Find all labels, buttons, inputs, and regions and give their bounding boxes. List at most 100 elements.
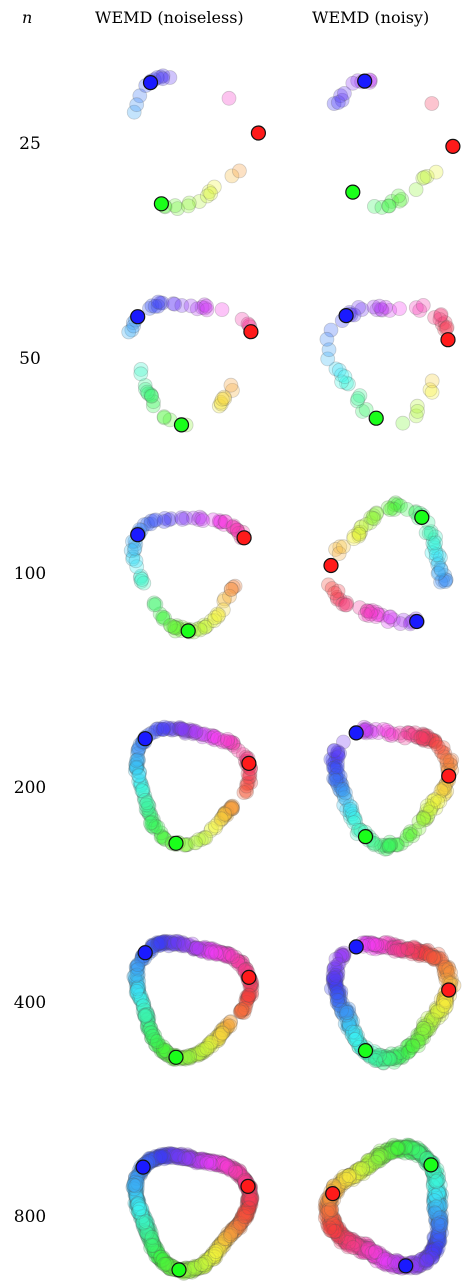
scatter-point: [419, 810, 435, 825]
scatter-point: [343, 810, 359, 826]
scatter-point: [333, 987, 349, 1003]
scatter-point: [346, 528, 362, 544]
scatter-point: [201, 944, 217, 960]
scatter-point: [209, 945, 225, 961]
scatter-point: [173, 937, 189, 952]
scatter-point: [418, 1023, 434, 1039]
scatter-point: [148, 597, 164, 612]
scatter-point: [332, 768, 348, 784]
scatter-point: [195, 1045, 211, 1060]
scatter-point: [442, 753, 458, 769]
scatter-point: [161, 938, 177, 954]
scatter-point: [139, 795, 155, 811]
scatter-point: [410, 1034, 426, 1050]
scatter-point: [130, 967, 146, 983]
scatter-point: [213, 732, 229, 748]
scatter-point: [341, 1004, 357, 1020]
scatter-point: [150, 936, 166, 951]
scatter-point: [391, 1050, 407, 1065]
scatter-point: [416, 1025, 432, 1041]
scatter-point: [332, 539, 348, 555]
scatter-point: [438, 572, 454, 588]
scatter-point: [437, 1000, 453, 1016]
scatter-point: [408, 945, 424, 961]
scatter-point: [207, 732, 223, 748]
scatter-point: [130, 968, 146, 984]
scatter-point: [238, 783, 254, 798]
scatter-point: [211, 1026, 227, 1042]
scatter-point: [137, 1009, 153, 1024]
scatter-point: [143, 808, 159, 823]
scatter-point: [327, 754, 343, 770]
scatter-point: [331, 362, 347, 378]
scatter-point: [131, 768, 147, 784]
scatter-point: [130, 979, 146, 995]
scatter-point: [415, 728, 431, 744]
scatter-point: [136, 575, 152, 591]
scatter-point: [342, 806, 358, 822]
scatter-panel-n25-noisy: [326, 72, 461, 215]
scatter-point: [150, 298, 166, 314]
scatter-point: [392, 725, 408, 741]
scatter-point: [164, 720, 180, 736]
scatter-point: [437, 574, 453, 589]
scatter-point: [150, 721, 166, 737]
scatter-point: [225, 735, 241, 751]
scatter-point: [199, 618, 215, 634]
scatter-point: [328, 978, 344, 994]
scatter-point: [383, 1046, 399, 1062]
scatter-point: [224, 382, 240, 398]
scatter-point: [132, 778, 148, 793]
scatter-point: [161, 935, 176, 951]
scatter-point: [344, 1026, 360, 1042]
scatter-point: [331, 989, 347, 1004]
scatter-point: [389, 837, 405, 853]
scatter-point: [386, 938, 402, 954]
scatter-point: [199, 1042, 215, 1058]
scatter-point: [153, 829, 169, 845]
scatter-point: [235, 1001, 250, 1017]
scatter-point: [219, 1017, 235, 1032]
scatter-point: [205, 1034, 221, 1050]
scatter-point: [202, 943, 218, 958]
scatter-point: [341, 1016, 357, 1032]
scatter-point: [371, 607, 387, 622]
scatter-point: [220, 1018, 236, 1034]
scatter-point: [214, 302, 230, 318]
scatter-point: [423, 1018, 439, 1034]
scatter-point: [411, 821, 427, 836]
scatter-point: [427, 1008, 443, 1023]
scatter-point: [372, 298, 387, 314]
scatter-point: [156, 721, 172, 737]
scatter-point: [322, 1220, 338, 1236]
scatter-point: [191, 941, 207, 956]
scatter-point: [424, 96, 440, 111]
scatter-point: [382, 834, 398, 850]
scatter-point: [166, 619, 182, 635]
scatter-point: [174, 938, 189, 954]
scatter-point: [422, 1015, 438, 1031]
scatter-point: [174, 512, 190, 527]
scatter-point: [216, 517, 232, 532]
scatter-point: [212, 513, 228, 528]
scatter-point: [198, 298, 214, 314]
scatter-point: [319, 331, 335, 347]
scatter-point: [408, 408, 424, 424]
scatter-point: [211, 607, 227, 623]
scatter-point: [222, 800, 238, 816]
scatter-point: [129, 962, 145, 978]
scatter-point: [128, 978, 144, 994]
scatter-point: [385, 1051, 401, 1066]
scatter-point: [336, 86, 352, 101]
scatter-point: [132, 987, 148, 1003]
n-header: n: [22, 8, 33, 27]
scatter-point: [375, 1051, 391, 1067]
scatter-point: [402, 826, 418, 842]
scatter-point: [208, 1033, 224, 1049]
scatter-point: [389, 1046, 405, 1062]
scatter-point: [394, 1049, 410, 1064]
scatter-point: [194, 943, 210, 959]
scatter-point: [140, 800, 156, 816]
scatter-point: [418, 943, 434, 959]
scatter-point: [195, 513, 211, 528]
